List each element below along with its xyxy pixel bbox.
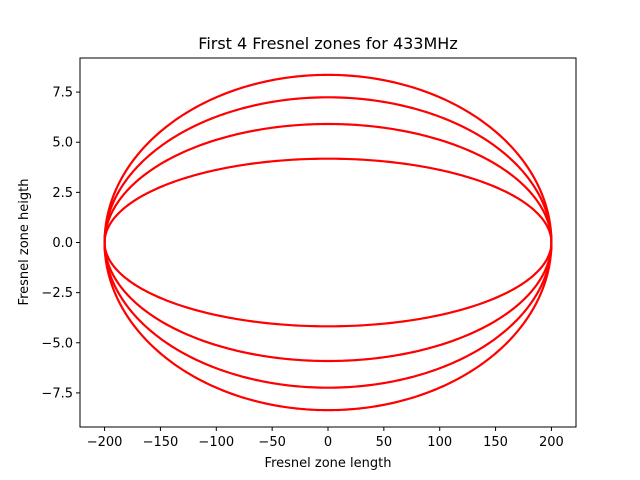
y-tick-label: −5.0 <box>41 336 73 351</box>
x-tick-label: −100 <box>198 435 234 450</box>
series-line-zone-2-upper <box>103 122 553 243</box>
series-line-zone-3-lower <box>103 242 553 389</box>
x-tick-label: −200 <box>87 435 123 450</box>
series-line-zone-3-upper <box>103 96 553 243</box>
series-line-zone-4-lower <box>103 242 553 412</box>
chart-title: First 4 Fresnel zones for 433MHz <box>198 34 457 53</box>
x-tick-label: −150 <box>143 435 179 450</box>
series-line-zone-1-lower <box>103 242 553 328</box>
x-tick-label: 150 <box>483 435 508 450</box>
y-tick-label: 2.5 <box>52 186 73 201</box>
x-tick-label: 100 <box>427 435 452 450</box>
y-tick-label: −7.5 <box>41 386 73 401</box>
x-axis-title: Fresnel zone length <box>265 456 392 471</box>
y-tick-label: 7.5 <box>52 86 73 101</box>
series-line-zone-4-upper <box>103 73 553 243</box>
x-tick-label: 200 <box>539 435 564 450</box>
x-axis-ticks: −200 −150 −100 −50 0 50 100 150 200 <box>87 427 564 450</box>
x-tick-label: −50 <box>258 435 285 450</box>
plot-frame <box>79 57 577 428</box>
y-axis-ticks: −7.5 −5.0 −2.5 0.0 2.5 5.0 7.5 <box>41 86 80 401</box>
y-tick-label: −2.5 <box>41 286 73 301</box>
series-line-zone-1-upper <box>103 157 553 243</box>
plot-lines <box>103 73 553 412</box>
y-tick-label: 0.0 <box>52 236 73 251</box>
y-axis-title: Fresnel zone heigth <box>17 179 32 306</box>
x-tick-label: 0 <box>324 435 332 450</box>
x-tick-label: 50 <box>376 435 393 450</box>
y-tick-label: 5.0 <box>52 136 73 151</box>
series-line-zone-2-lower <box>103 242 553 363</box>
